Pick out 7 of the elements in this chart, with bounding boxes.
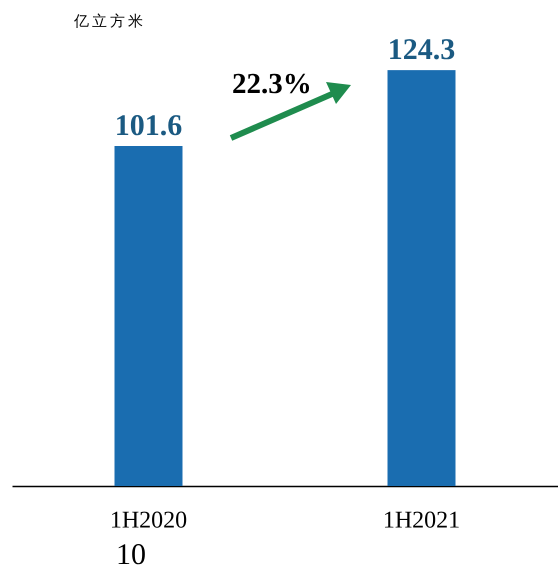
x-tick-label: 1H2020 [110, 508, 188, 534]
data-label: 124.3 [388, 33, 456, 66]
x-tick-label: 1H2021 [382, 508, 460, 534]
y-axis-title: 亿立方米 [74, 12, 146, 31]
data-label: 101.6 [114, 109, 182, 142]
text: 10 [116, 538, 146, 572]
annotation: 22.3% [232, 68, 312, 101]
